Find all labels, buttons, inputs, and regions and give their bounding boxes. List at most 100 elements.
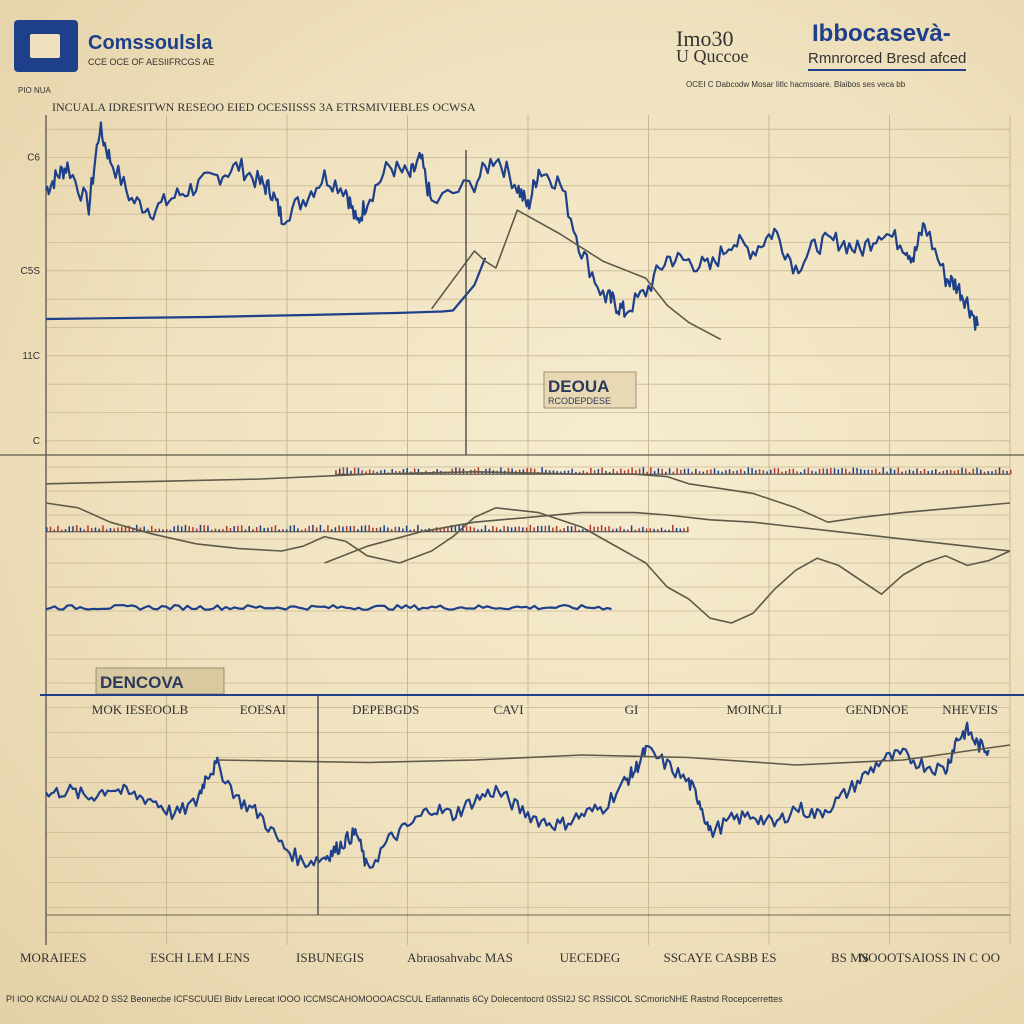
band-bar — [132, 528, 134, 532]
band-bar — [574, 525, 577, 532]
header-title-left-1: Imo30 — [676, 26, 734, 51]
band-bar — [500, 467, 502, 475]
panel-middle: DENCOVA — [0, 454, 1024, 695]
band-bar — [180, 526, 183, 532]
band-bar — [751, 468, 753, 475]
band-bar — [406, 467, 408, 475]
band-bar — [901, 471, 903, 475]
band-bar — [495, 527, 498, 532]
band-bar — [372, 527, 374, 532]
band-bar — [375, 527, 378, 532]
band-bar — [394, 526, 397, 532]
band-bar — [454, 526, 457, 532]
band-bar — [507, 526, 509, 532]
band-bar — [391, 469, 393, 475]
band-bar — [522, 527, 524, 532]
band-bar — [638, 528, 640, 532]
band-bar — [199, 524, 202, 532]
band-bar — [514, 526, 517, 532]
band-bar — [871, 469, 873, 475]
band-bar — [725, 470, 727, 475]
band-bar — [920, 470, 922, 475]
band-bar — [274, 525, 277, 532]
band-bar — [409, 529, 412, 532]
band-bar — [695, 468, 697, 475]
band-bar — [815, 471, 817, 475]
band-bar — [308, 525, 310, 532]
band-bar — [890, 468, 892, 475]
band-bar — [728, 469, 731, 475]
band-bar — [811, 470, 813, 475]
band-bar — [98, 528, 100, 532]
band-bar — [402, 469, 405, 475]
band-bar — [218, 529, 220, 532]
band-bar — [184, 524, 187, 532]
band-bar — [630, 525, 633, 532]
band-bar — [177, 525, 179, 532]
band-bar — [931, 470, 933, 475]
band-bar — [368, 469, 371, 475]
band-bar — [83, 529, 85, 532]
band-bar — [980, 469, 982, 475]
band-bar — [597, 526, 599, 532]
band-bar — [620, 468, 622, 475]
band-bar — [165, 529, 168, 532]
series-line-middle-1 — [45, 471, 1011, 523]
band-bar — [788, 469, 791, 475]
band-bar — [533, 527, 535, 532]
band-bar — [631, 467, 633, 475]
series-line-middle-0 — [45, 502, 1011, 624]
band-bar — [383, 525, 385, 532]
band-bar — [477, 529, 479, 532]
band-bar — [282, 529, 284, 532]
band-bar — [225, 526, 228, 532]
annotation-box — [95, 667, 225, 695]
band-bar — [830, 467, 832, 475]
band-bar — [150, 525, 153, 532]
band-bar — [665, 471, 667, 475]
band-bar — [541, 467, 543, 475]
band-bar — [49, 526, 52, 532]
band-bar — [675, 527, 678, 532]
band-bar — [781, 471, 783, 475]
bottom-caption: PI IOO KCNAU OLAD2 D SS2 Beonecbe ICFSCU… — [6, 994, 783, 1004]
band-bar — [710, 469, 712, 475]
band-bar — [480, 528, 483, 532]
band-bar — [762, 470, 765, 475]
annotation-label: DEOUA — [548, 377, 609, 396]
band-bar — [886, 471, 888, 475]
x-tick-label: GI — [625, 702, 639, 717]
band-bar — [657, 468, 660, 475]
band-bar — [68, 526, 70, 532]
band-bar — [451, 468, 453, 475]
band-bar — [615, 528, 618, 532]
band-bar — [240, 525, 243, 532]
band-bar — [634, 529, 637, 532]
band-bar — [545, 469, 547, 475]
band-bar — [953, 470, 956, 475]
bottom-axis-label: MORAIEES — [20, 950, 86, 965]
band-bar — [402, 528, 404, 532]
band-bar — [518, 469, 521, 475]
band-bar — [995, 469, 997, 475]
bottom-axis-label: ESCH LEM LENS — [150, 950, 250, 965]
band-bar — [398, 470, 401, 475]
band-bar — [721, 471, 723, 475]
band-bar — [668, 468, 671, 475]
band-bar — [458, 524, 460, 532]
band-bar — [800, 472, 802, 475]
band-bar — [492, 525, 494, 532]
band-bar — [837, 469, 840, 475]
band-bar — [664, 529, 667, 532]
band-bar — [353, 525, 355, 532]
band-bar — [229, 528, 232, 532]
brand-name: Comssoulsla — [88, 32, 213, 54]
band-bar — [537, 525, 539, 532]
band-bar — [420, 529, 423, 532]
band-bar — [263, 527, 265, 532]
bottom-axis-label: UECEDEG — [560, 950, 621, 965]
band-bar — [364, 525, 367, 532]
band-bar — [530, 468, 532, 475]
band-bar — [469, 526, 472, 532]
band-bar — [638, 468, 641, 475]
